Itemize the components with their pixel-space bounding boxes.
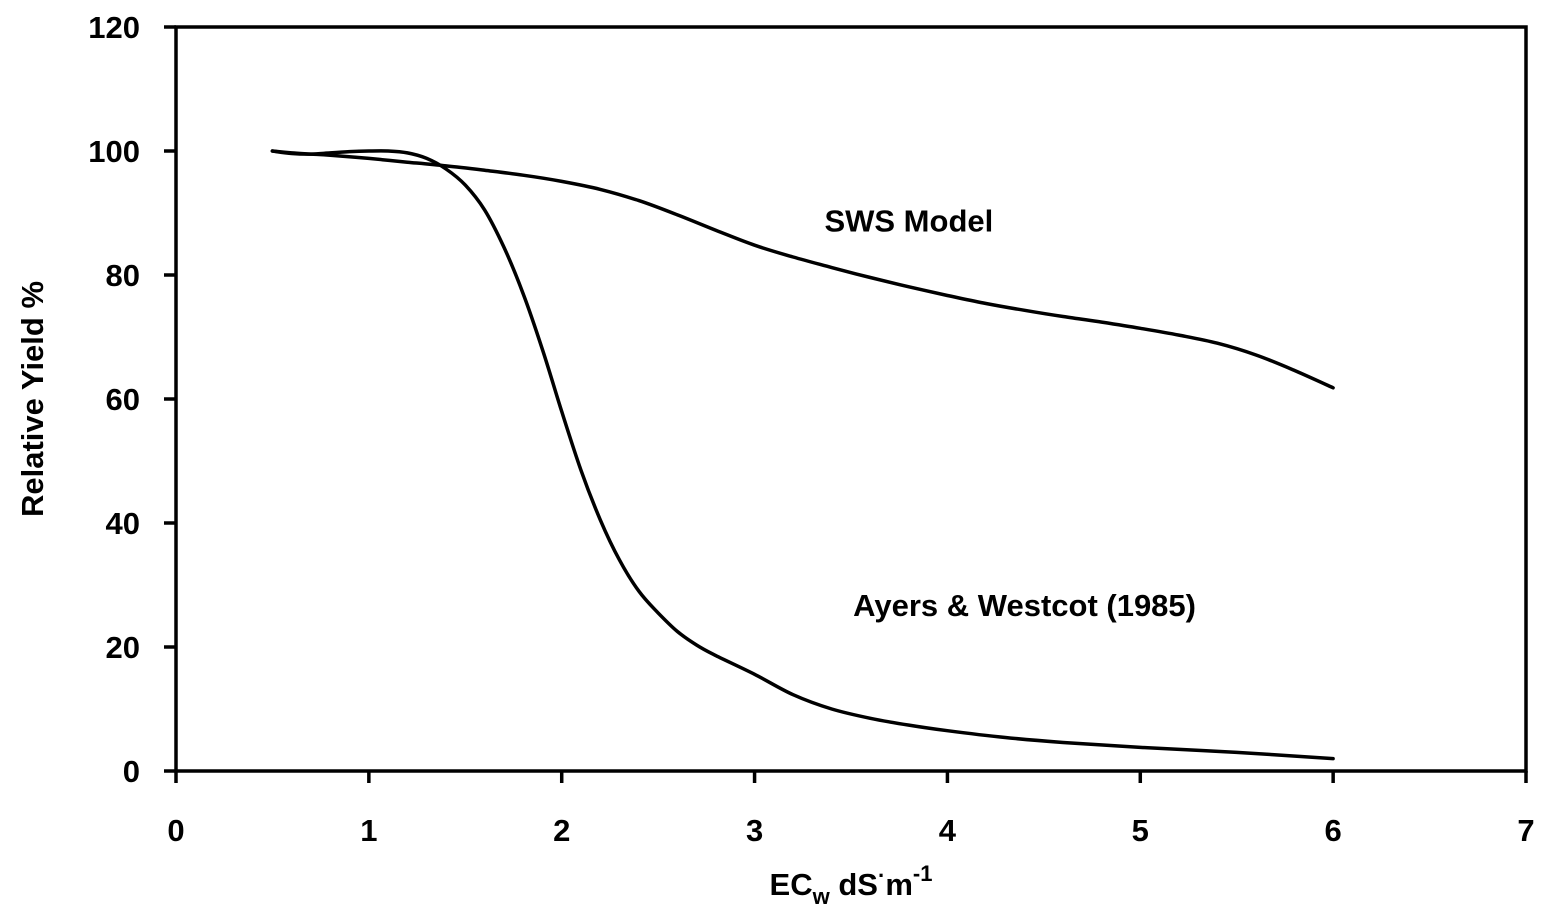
- y-axis-ticks: 0 20 40 60 80 100 120: [88, 10, 176, 789]
- series-line-ayers-westcot: [270, 149, 1335, 761]
- y-tick-label: 0: [123, 754, 140, 789]
- x-tick-label: 5: [1132, 813, 1149, 848]
- plot-frame: [174, 25, 1528, 773]
- x-axis-ticks: 0 1 2 3 4 5 6 7: [167, 771, 1535, 848]
- x-tick-label: 1: [360, 813, 377, 848]
- y-tick-label: 100: [88, 134, 140, 169]
- y-tick-label: 40: [106, 506, 140, 541]
- x-axis-title-superscript: -1: [913, 861, 933, 886]
- annotation-sws-model: SWS Model: [824, 204, 993, 239]
- x-tick-label: 3: [746, 813, 763, 848]
- x-axis-title-unit-m: m: [885, 867, 913, 902]
- annotation-ayers-westcot: Ayers & Westcot (1985): [853, 588, 1196, 623]
- series-layer: [270, 149, 1335, 761]
- x-axis-title-main: EC: [770, 867, 813, 902]
- x-tick-label: 2: [553, 813, 570, 848]
- x-axis-title-subscript: w: [812, 884, 831, 909]
- annotation-layer: SWS Model Ayers & Westcot (1985): [824, 204, 1196, 623]
- y-axis-title: Relative Yield %: [15, 281, 50, 517]
- x-axis-title-dot: ·: [878, 863, 885, 888]
- y-tick-label: 120: [88, 10, 140, 45]
- x-tick-label: 7: [1517, 813, 1534, 848]
- x-axis-title: ECw dS·m-1: [770, 861, 933, 909]
- x-tick-label: 0: [167, 813, 184, 848]
- y-tick-label: 60: [106, 382, 140, 417]
- y-tick-label: 20: [106, 630, 140, 665]
- y-tick-label: 80: [106, 258, 140, 293]
- x-tick-label: 6: [1325, 813, 1342, 848]
- x-tick-label: 4: [939, 813, 957, 848]
- x-axis-title-unit: dS: [830, 867, 878, 902]
- series-line-sws-model: [270, 149, 1335, 390]
